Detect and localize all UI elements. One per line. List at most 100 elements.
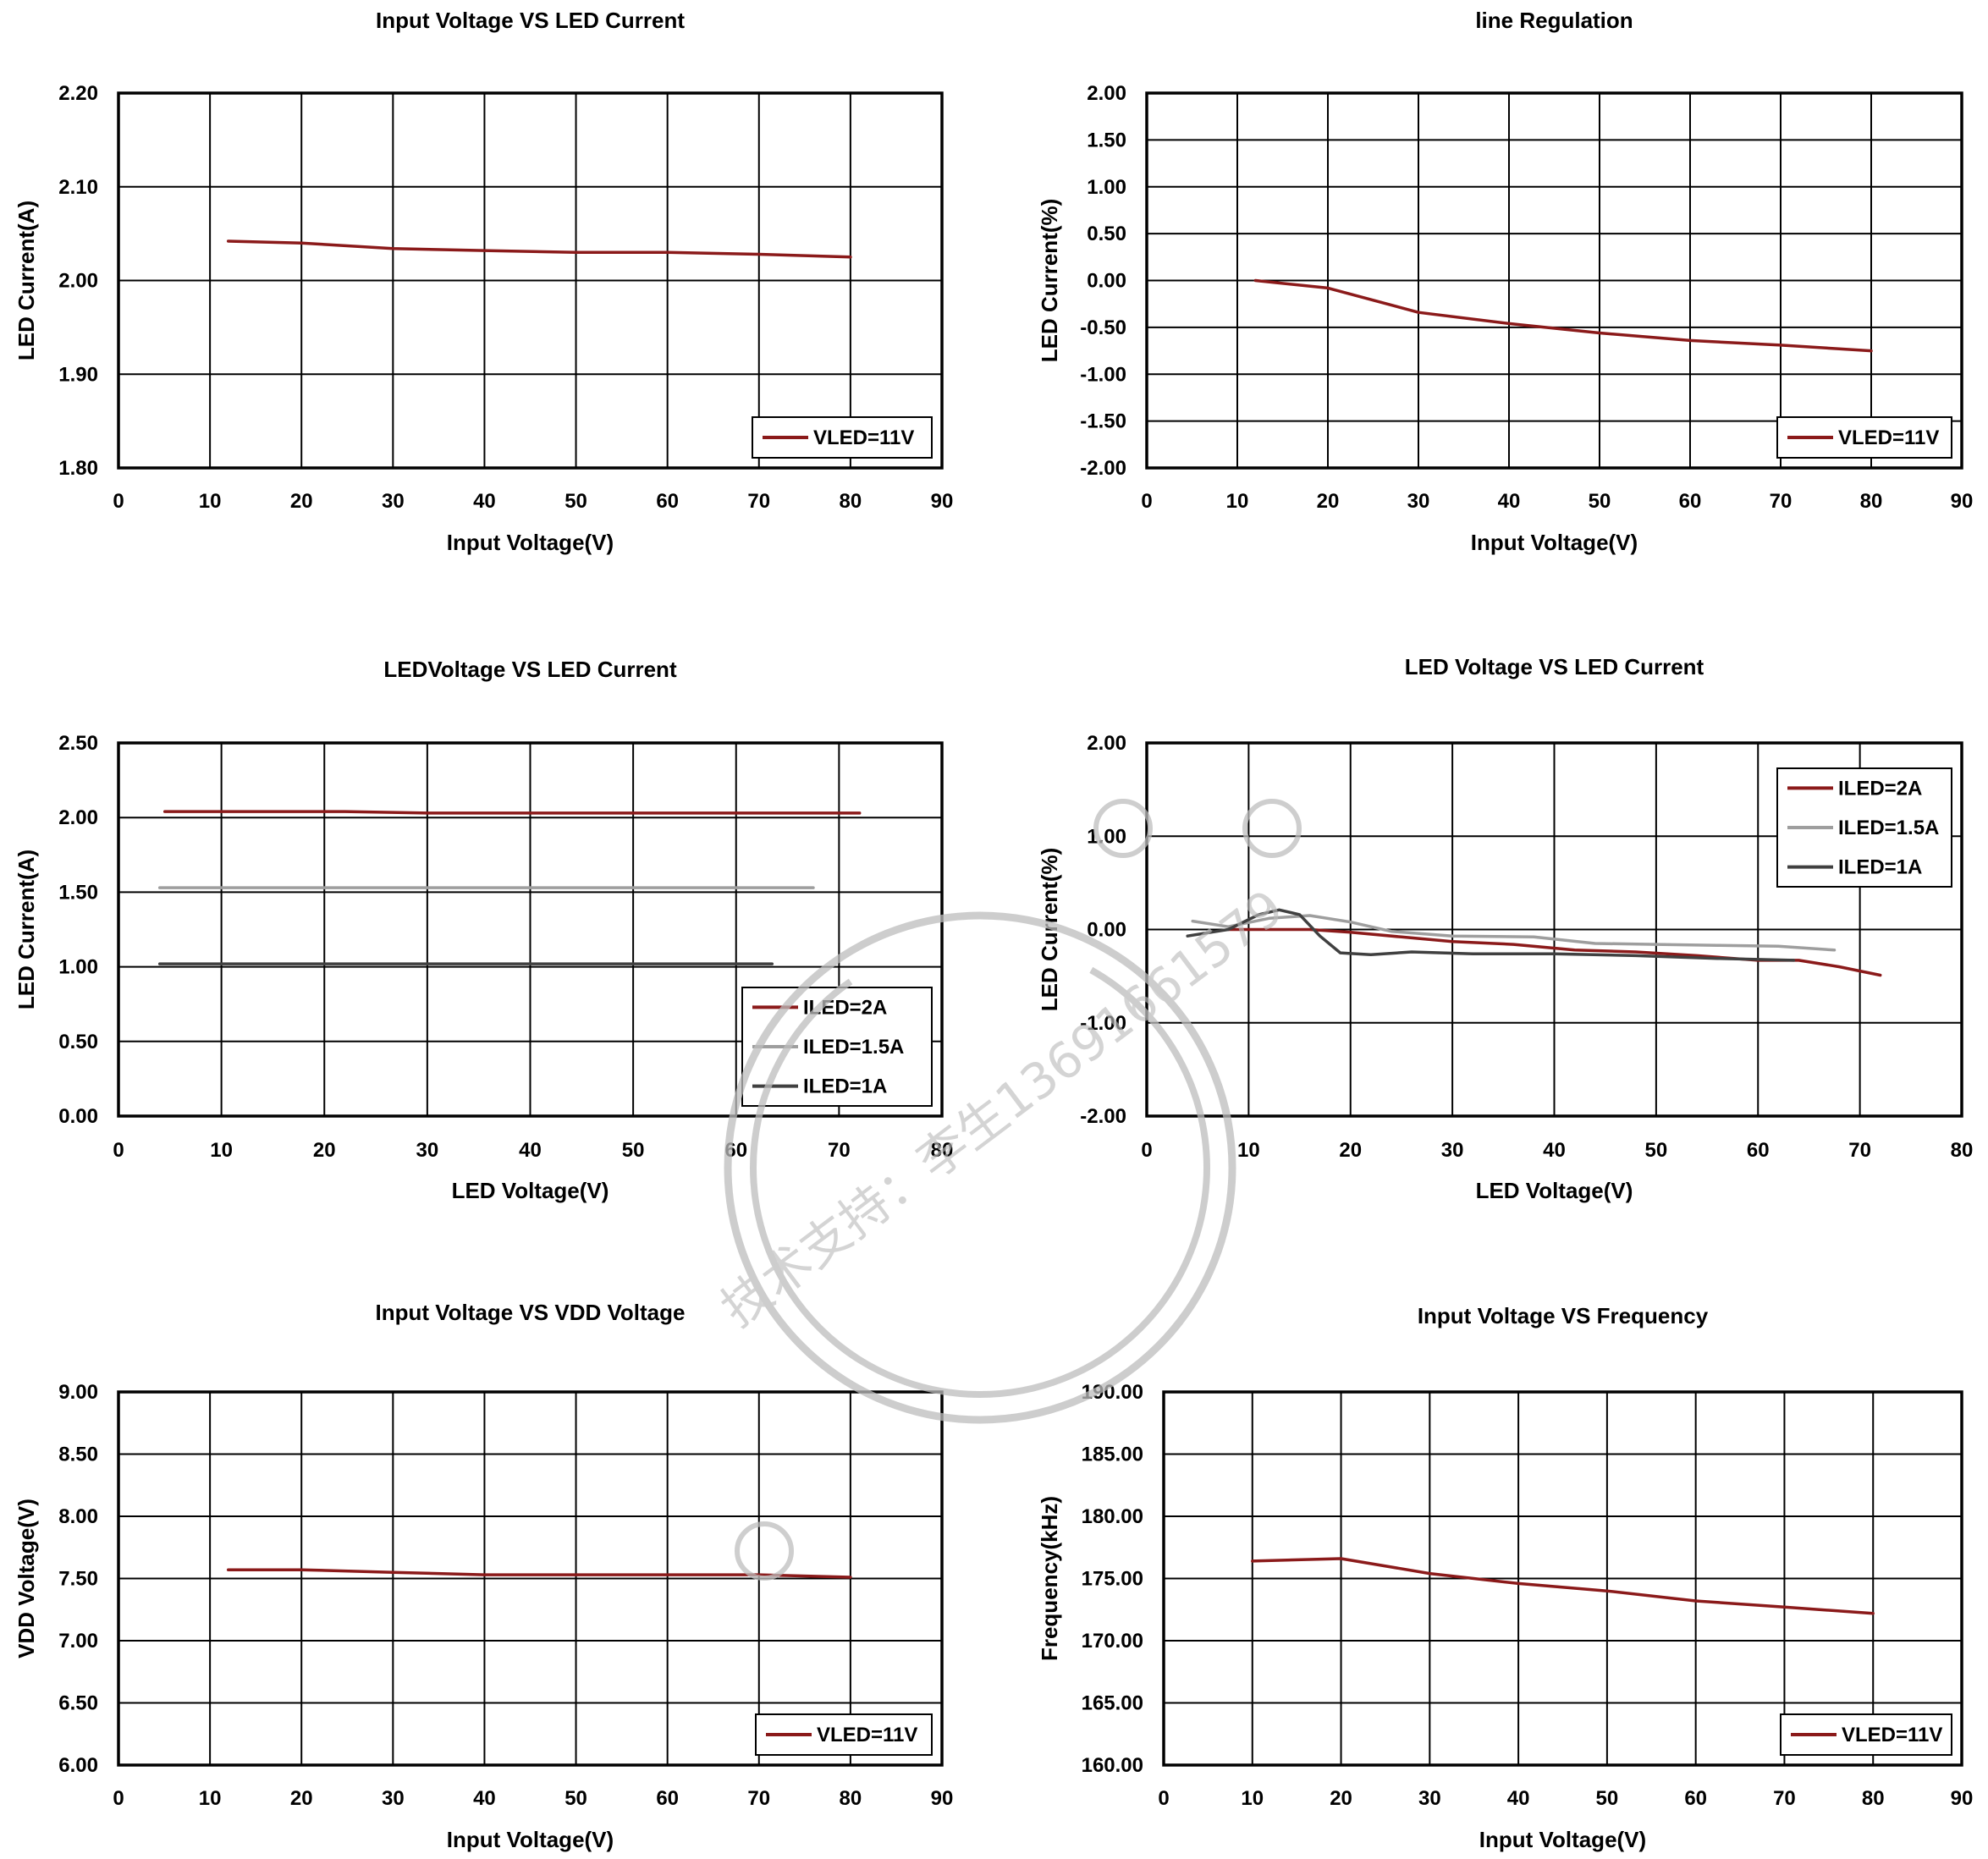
y-tick-label: 1.90 bbox=[58, 363, 98, 386]
x-tick-label: 70 bbox=[828, 1139, 851, 1162]
x-tick-label: 50 bbox=[1645, 1139, 1668, 1162]
x-tick-label: 60 bbox=[656, 1787, 679, 1810]
y-tick-label: 2.00 bbox=[1087, 82, 1126, 105]
x-tick-label: 90 bbox=[931, 1787, 954, 1810]
x-tick-label: 40 bbox=[473, 490, 496, 513]
x-axis-label: LED Voltage(V) bbox=[1476, 1178, 1633, 1203]
x-tick-label: 10 bbox=[1241, 1787, 1264, 1810]
x-tick-label: 20 bbox=[1339, 1139, 1362, 1162]
y-tick-label: 2.10 bbox=[58, 176, 98, 199]
x-tick-label: 70 bbox=[1770, 490, 1793, 513]
watermark-ring-inner bbox=[750, 938, 1210, 1398]
x-tick-label: 30 bbox=[382, 1787, 405, 1810]
y-tick-label: 2.00 bbox=[1087, 732, 1126, 755]
y-tick-label: -0.50 bbox=[1080, 316, 1126, 339]
x-tick-label: 40 bbox=[1498, 490, 1521, 513]
chart-6: Input Voltage VS Frequency 0 10 20 30 40 50 60 7… bbox=[1037, 1303, 1973, 1852]
x-tick-label: 40 bbox=[473, 1787, 496, 1810]
plot-frame bbox=[1145, 91, 1963, 470]
x-tick-label: 80 bbox=[1862, 1787, 1885, 1810]
y-tick-label: -2.00 bbox=[1080, 457, 1126, 480]
y-axis-label: LED Current(%) bbox=[1037, 199, 1062, 363]
y-tick-label: 1.00 bbox=[1087, 825, 1126, 848]
y-tick-label: 2.00 bbox=[58, 270, 98, 293]
y-tick-label: 7.50 bbox=[58, 1568, 98, 1591]
x-tick-label: 0 bbox=[1141, 1139, 1152, 1162]
x-tick-label: 90 bbox=[1951, 490, 1974, 513]
series-line-3 bbox=[1186, 908, 1796, 962]
x-tick-label: 80 bbox=[1951, 1139, 1974, 1162]
x-tick-label: 90 bbox=[931, 490, 954, 513]
x-tick-label: 10 bbox=[199, 1787, 222, 1810]
x-tick-label: 20 bbox=[1330, 1787, 1352, 1810]
y-tick-label: 6.50 bbox=[58, 1692, 98, 1715]
legend-box bbox=[1776, 416, 1952, 459]
legend-label: ILED=1A bbox=[803, 1075, 887, 1098]
x-tick-label: 70 bbox=[747, 490, 770, 513]
x-tick-label: 90 bbox=[1951, 1787, 1974, 1810]
plot-frame bbox=[117, 91, 944, 470]
y-tick-label: 0.00 bbox=[1087, 270, 1126, 293]
chart-1: Input Voltage VS LED Current 0 10 20 30 40 50 6… bbox=[14, 8, 953, 555]
y-tick-label: 8.00 bbox=[58, 1505, 98, 1528]
chart-2: line Regulation 0 10 20 30 40 50 60 70 80 90 -2.00 -… bbox=[1037, 8, 1973, 555]
x-tick-label: 60 bbox=[1679, 490, 1702, 513]
y-tick-label: -1.00 bbox=[1080, 1012, 1126, 1035]
legend-label: VLED=11V bbox=[1838, 426, 1939, 449]
x-tick-label: 70 bbox=[1848, 1139, 1871, 1162]
y-tick-label: 175.00 bbox=[1082, 1568, 1143, 1591]
legend: ILED=2A ILED=1.5A ILED=1A bbox=[1776, 767, 1952, 888]
y-tick-label: 7.00 bbox=[58, 1630, 98, 1653]
x-tick-label: 40 bbox=[1543, 1139, 1566, 1162]
y-tick-label: 170.00 bbox=[1082, 1630, 1143, 1653]
plot-frame bbox=[117, 1390, 944, 1767]
x-tick-label: 80 bbox=[840, 1787, 862, 1810]
x-tick-label: 0 bbox=[113, 1139, 124, 1162]
plot-frame bbox=[1145, 741, 1963, 1118]
chart-title: Input Voltage VS LED Current bbox=[376, 8, 685, 33]
x-tick-label: 80 bbox=[840, 490, 862, 513]
x-axis-label: LED Voltage(V) bbox=[452, 1178, 609, 1203]
y-tick-label: 160.00 bbox=[1082, 1754, 1143, 1777]
x-tick-label: 30 bbox=[1407, 490, 1430, 513]
series-line-1 bbox=[162, 810, 862, 815]
x-tick-label: 60 bbox=[656, 490, 679, 513]
x-tick-label: 30 bbox=[416, 1139, 439, 1162]
legend: VLED=11V bbox=[1780, 1713, 1952, 1756]
series-line-1 bbox=[1251, 1557, 1875, 1615]
y-tick-label: 2.20 bbox=[58, 82, 98, 105]
legend-label: ILED=1A bbox=[1838, 856, 1922, 879]
x-tick-label: 20 bbox=[1317, 490, 1340, 513]
legend-label: VLED=11V bbox=[817, 1724, 917, 1746]
series-line-1 bbox=[1253, 278, 1873, 353]
y-tick-label: 0.00 bbox=[58, 1105, 98, 1128]
y-tick-label: 185.00 bbox=[1082, 1444, 1143, 1466]
series-line-2 bbox=[1191, 914, 1837, 952]
y-tick-label: 165.00 bbox=[1082, 1692, 1143, 1715]
watermark-dot bbox=[735, 1521, 794, 1581]
chart-title: Input Voltage VS Frequency bbox=[1418, 1303, 1709, 1328]
chart-5: Input Voltage VS VDD Voltage 0 10 20 30 40 50 6… bbox=[14, 1300, 953, 1852]
x-axis-label: Input Voltage(V) bbox=[1479, 1827, 1646, 1852]
y-tick-label: -1.00 bbox=[1080, 363, 1126, 386]
y-tick-label: 0.50 bbox=[58, 1031, 98, 1053]
x-tick-label: 30 bbox=[1418, 1787, 1441, 1810]
watermark-dot bbox=[1093, 799, 1153, 858]
y-tick-label: 1.80 bbox=[58, 457, 98, 480]
legend-label: ILED=2A bbox=[1838, 777, 1922, 800]
series-line-1 bbox=[226, 239, 852, 259]
x-tick-label: 30 bbox=[382, 490, 405, 513]
y-tick-label: 1.00 bbox=[58, 956, 98, 979]
x-tick-label: 0 bbox=[113, 490, 124, 513]
y-tick-label: 9.00 bbox=[58, 1381, 98, 1404]
x-axis-label: Input Voltage(V) bbox=[447, 1827, 614, 1852]
x-tick-label: 30 bbox=[1441, 1139, 1464, 1162]
x-tick-label: 80 bbox=[1860, 490, 1883, 513]
watermark-dot bbox=[1242, 799, 1302, 858]
x-tick-label: 10 bbox=[199, 490, 222, 513]
x-tick-label: 70 bbox=[1773, 1787, 1796, 1810]
x-axis-label: Input Voltage(V) bbox=[447, 530, 614, 555]
x-tick-label: 0 bbox=[1141, 490, 1152, 513]
x-tick-label: 50 bbox=[564, 1787, 587, 1810]
